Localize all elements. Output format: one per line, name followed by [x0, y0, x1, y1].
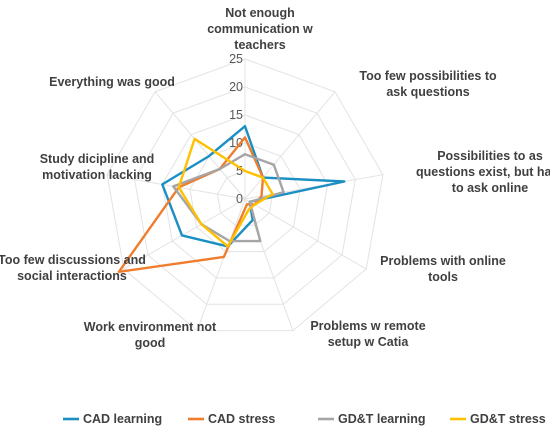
- category-label-line: Problems w remote: [310, 319, 425, 333]
- category-label-line: setup w Catia: [328, 335, 410, 349]
- category-label: Not enough communication w teachers: [207, 6, 313, 52]
- category-label: Study dicipline and motivation lacking: [40, 152, 155, 182]
- category-label: Problems w remote setup w Catia: [310, 319, 425, 349]
- tick-label: 5: [236, 164, 243, 178]
- category-label-line: Not enough: [225, 6, 294, 20]
- series-line-cad-stress: [117, 136, 265, 273]
- category-label-line: motivation lacking: [42, 168, 152, 182]
- category-label-line: Too few possibilities to: [359, 69, 497, 83]
- category-label-line: tools: [428, 270, 458, 284]
- category-label-line: Study dicipline and: [40, 152, 155, 166]
- legend-label: CAD stress: [208, 412, 275, 426]
- category-label: Too few possibilities to ask questions: [359, 69, 497, 99]
- category-label-line: ask questions: [386, 85, 469, 99]
- tick-label: 15: [229, 108, 243, 122]
- category-label-line: social interactions: [17, 269, 127, 283]
- grid-spoke: [123, 198, 246, 270]
- category-label-line: questions exist, but hard: [416, 165, 550, 179]
- tick-label: 25: [229, 52, 243, 66]
- legend-label: CAD learning: [83, 412, 162, 426]
- tick-label: 20: [229, 80, 243, 94]
- grid-spoke: [196, 198, 246, 331]
- legend-label: GD&T learning: [338, 412, 426, 426]
- category-label-line: communication w: [207, 22, 313, 36]
- tick-label: 0: [236, 192, 243, 206]
- series-line-cad-learning: [161, 124, 346, 248]
- grid-spoke: [244, 198, 367, 270]
- radial-axis-ticks: 0 5 10 15 20 25: [229, 52, 243, 206]
- category-label-line: good: [135, 336, 166, 350]
- series-lines: [117, 124, 346, 273]
- grid-ring: [106, 58, 384, 332]
- category-label-line: to ask online: [452, 181, 528, 195]
- grid-ring: [161, 114, 329, 279]
- category-label: Too few discussions and social interactio…: [0, 253, 146, 283]
- series-line-gd-t-learning: [172, 152, 285, 243]
- category-label-line: Possibilities to as: [437, 149, 543, 163]
- category-label-line: Work environment not: [84, 320, 217, 334]
- grid-ring: [134, 86, 356, 305]
- legend: CAD learning CAD stress GD&T learning GD&T …: [63, 412, 546, 426]
- series-line-gd-t-stress: [177, 137, 274, 248]
- category-label: Possibilities to as questions exist, but …: [416, 149, 550, 195]
- category-label: Everything was good: [49, 75, 175, 89]
- category-label-line: teachers: [234, 38, 285, 52]
- category-label-line: Problems with online: [380, 254, 506, 268]
- category-label-line: Too few discussions and: [0, 253, 146, 267]
- category-label: Work environment not good: [84, 320, 217, 350]
- category-labels: Not enough communication w teachers Too few…: [0, 6, 550, 350]
- legend-label: GD&T stress: [470, 412, 546, 426]
- grid-ring: [189, 142, 301, 253]
- category-label-line: Everything was good: [49, 75, 175, 89]
- grid-spoke: [107, 174, 246, 200]
- grid-spoke: [154, 91, 246, 200]
- radar-grid: [106, 58, 384, 332]
- grid-spoke: [244, 91, 336, 200]
- category-label: Problems with online tools: [380, 254, 506, 284]
- tick-label: 10: [229, 136, 243, 150]
